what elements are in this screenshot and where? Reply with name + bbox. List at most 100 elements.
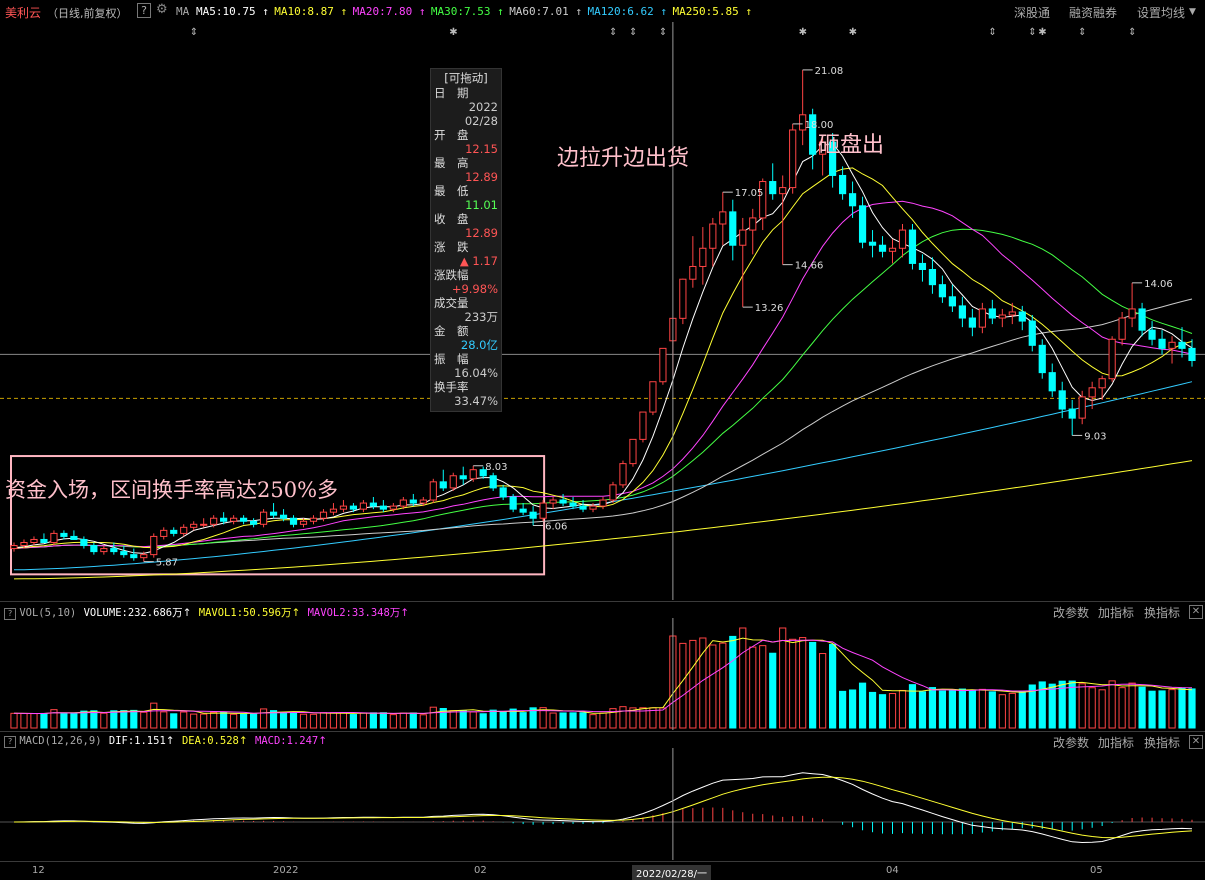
volume-bar [40, 712, 48, 729]
volume-bar [719, 642, 727, 729]
candle [1148, 329, 1156, 340]
annotation-capital-inflow: 资金入场，区间换手率高达250%多 [5, 478, 339, 502]
date-label: 2022 [273, 865, 299, 876]
volume-bar [120, 710, 128, 729]
macd-indicator-name[interactable]: MACD(12,26,9) [19, 735, 102, 747]
link-hk-connect[interactable]: 深股通 [1014, 6, 1051, 20]
ma-legend-item[interactable]: MA5:10.75 ↑ [196, 5, 269, 18]
date-label: 02 [474, 865, 487, 876]
macd-add-indicator-button[interactable]: 加指标 [1098, 736, 1135, 750]
stock-name[interactable]: 美利云 [5, 6, 42, 20]
volume-bar [659, 707, 667, 729]
info-label: 日 期 [434, 86, 469, 100]
volume-bar [439, 707, 447, 729]
info-label: 涨跌幅 [434, 268, 469, 282]
ma-legend-item[interactable]: MA20:7.80 ↑ [352, 5, 426, 18]
candle [429, 481, 437, 501]
candle [160, 529, 168, 537]
ma250-line [13, 460, 1193, 580]
volume-add-indicator-button[interactable]: 加指标 [1098, 606, 1135, 620]
candle [499, 487, 507, 498]
candle [908, 229, 917, 264]
event-marker-icon: ✱ [849, 27, 857, 38]
link-ma-settings[interactable]: 设置均线 [1137, 6, 1186, 20]
help-button[interactable]: ? [137, 3, 151, 18]
candle [609, 484, 617, 501]
candle [419, 499, 427, 504]
info-value: 12.89 [465, 226, 498, 240]
candle [1088, 387, 1096, 398]
price-label: 13.26 [755, 303, 784, 314]
volume-bar [699, 637, 707, 729]
period-label[interactable]: （日线,前复权） [47, 7, 128, 20]
candle [1138, 308, 1146, 331]
dif-line [13, 772, 1193, 844]
ma-legend-item[interactable]: MA120:6.62 ↑ [587, 5, 667, 18]
candle [1008, 311, 1016, 316]
volume-bar [1098, 689, 1106, 729]
macd-header: ? MACD(12,26,9) DIF:1.151↑ DEA:0.528↑ MA… [4, 735, 327, 748]
volume-bar [279, 711, 288, 729]
macd-switch-indicator-button[interactable]: 换指标 [1144, 736, 1181, 750]
gear-icon[interactable]: ⚙ [156, 2, 168, 17]
candle [589, 505, 597, 510]
volume-close-icon[interactable]: ✕ [1189, 605, 1203, 619]
candle [978, 308, 986, 328]
candle [809, 114, 817, 155]
up-arrow-icon: ↑ [400, 607, 410, 619]
event-marker-icon: ⇕ [1028, 27, 1036, 38]
candle [848, 193, 857, 207]
volume-bar [888, 693, 897, 729]
candle [829, 141, 837, 176]
ma-legend-item[interactable]: MA10:8.87 ↑ [274, 5, 348, 18]
volume-bar [539, 707, 547, 729]
volume-bar [399, 712, 407, 729]
chevron-down-icon[interactable]: ▼ [1189, 7, 1196, 17]
ma20-line [13, 200, 1193, 549]
candle [938, 284, 947, 298]
crosshair-date-label: 2022/02/28/一 [632, 865, 712, 880]
volume-bar [928, 687, 937, 729]
volume-chart[interactable] [0, 618, 1205, 730]
annotation-dump: 砸盘出 [818, 133, 885, 158]
volume-indicator-name[interactable]: VOL(5,10) [19, 607, 77, 619]
macd-close-icon[interactable]: ✕ [1189, 735, 1203, 749]
volume-change-params-button[interactable]: 改参数 [1053, 606, 1090, 620]
ma-legend-item[interactable]: MA30:7.53 ↑ [430, 5, 504, 18]
date-label: 12 [32, 865, 45, 876]
candle [389, 505, 397, 510]
candle [1028, 320, 1036, 346]
help-icon[interactable]: ? [4, 736, 16, 748]
candle [259, 511, 268, 525]
info-panel[interactable]: [可拖动] 日 期 2022 02/28 开 盘 12.15 最 高 12.89 最 低 11.… [430, 68, 502, 412]
volume-bar [829, 643, 837, 729]
candle [948, 296, 957, 307]
volume-bar [349, 714, 358, 729]
volume-bar [978, 688, 986, 729]
candle [898, 229, 907, 249]
ma60-line [13, 298, 1193, 549]
info-panel-title[interactable]: [可拖动] [444, 71, 488, 85]
candle [30, 538, 38, 544]
volume-bar [529, 707, 537, 729]
candle [309, 517, 318, 522]
dea-line [14, 776, 1193, 839]
volume-switch-indicator-button[interactable]: 换指标 [1144, 606, 1181, 620]
candle [269, 511, 278, 516]
volume-bar [210, 711, 218, 729]
volume-bar [769, 652, 777, 729]
volume-bar [599, 712, 607, 729]
volume-bar [489, 709, 497, 729]
event-marker-icon: ⇕ [1078, 27, 1086, 38]
candle [130, 554, 138, 559]
ma-legend-item[interactable]: MA250:5.85 ↑ [672, 5, 752, 18]
candlestick-chart[interactable]: 21.08 18.00 17.05 14.66 13.26 14.06 9.03 8.03 6.… [0, 22, 1205, 600]
candle [469, 469, 477, 480]
volume-bar [80, 710, 88, 729]
macd-change-params-button[interactable]: 改参数 [1053, 736, 1090, 750]
ma-legend-item[interactable]: MA60:7.01 ↑ [509, 5, 583, 18]
volume-bar [1088, 687, 1096, 729]
info-value: ▲ 1.17 [459, 254, 498, 268]
link-margin-trading[interactable]: 融资融券 [1069, 6, 1118, 20]
macd-chart[interactable] [0, 748, 1205, 860]
